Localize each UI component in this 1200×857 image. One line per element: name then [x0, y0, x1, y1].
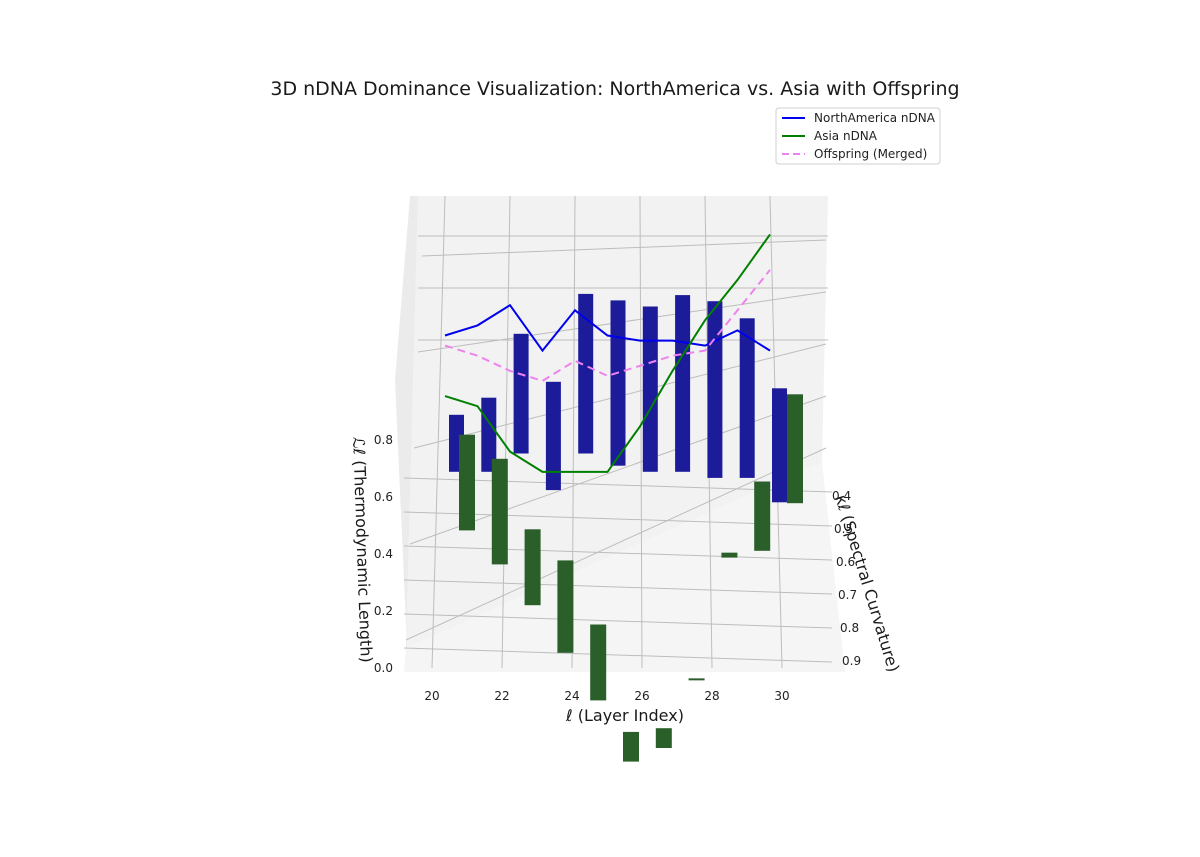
- y-tick-label: 0.9: [842, 654, 861, 668]
- z-axis-label: ℒℓ (Thermodynamic Length): [349, 437, 376, 663]
- y-tick-label: 0.5: [834, 522, 853, 536]
- left-pane: [395, 196, 418, 668]
- legend-label-northamerica: NorthAmerica nDNA: [814, 111, 936, 125]
- series-lines: [444, 233, 771, 473]
- grid-x-26: [639, 195, 643, 669]
- bar-northamerica: [707, 301, 723, 478]
- x-tick-label: 26: [634, 689, 649, 703]
- y-tick-label: 0.6: [836, 555, 855, 569]
- bar-northamerica: [739, 318, 755, 478]
- series-line-2: [444, 269, 771, 382]
- z-tick-label: 0.8: [374, 433, 393, 447]
- y-tick-label: 0.7: [838, 588, 857, 602]
- grid-kappa-2: [403, 545, 833, 561]
- x-tick-label: 24: [564, 689, 579, 703]
- chart-title: 3D nDNA Dominance Visualization: NorthAm…: [270, 78, 959, 100]
- grid-kappa-3: [403, 579, 833, 595]
- z-tick-label: 0.6: [374, 490, 393, 504]
- bar-asia: [557, 560, 574, 653]
- bar-asia: [524, 529, 541, 606]
- tick-labels: 20 22 24 26 28 30 0.4 0.5 0.6 0.7 0.8 0.9 0.0 0.2 0.4 0…: [374, 433, 861, 703]
- bar-asia: [491, 458, 508, 565]
- floor-pane: [404, 462, 845, 672]
- bar-asia: [655, 728, 672, 748]
- x-tick-label: 22: [494, 689, 509, 703]
- x-tick-label: 30: [774, 689, 789, 703]
- z-tick-label: 0.0: [374, 661, 393, 675]
- grid-z-0: [405, 447, 827, 641]
- bars-layer: [449, 293, 803, 762]
- series-line-0: [444, 303, 771, 353]
- bar-northamerica: [513, 333, 529, 454]
- grid-x-22: [501, 195, 511, 669]
- legend: NorthAmerica nDNA Asia nDNA Offspring (M…: [775, 107, 941, 165]
- bar-asia: [787, 394, 803, 504]
- bar-northamerica: [675, 295, 691, 472]
- bar-asia: [688, 678, 705, 681]
- bar-asia: [754, 481, 771, 551]
- y-tick-label: 0.8: [840, 621, 859, 635]
- z-tick-label: 0.4: [374, 547, 393, 561]
- x-tick-label: 28: [704, 689, 719, 703]
- grid-lines: [403, 195, 833, 669]
- legend-box: [775, 107, 941, 165]
- grid-z-1: [409, 395, 827, 545]
- grid-z-4: [421, 239, 827, 257]
- x-tick-label: 20: [424, 689, 439, 703]
- bar-asia: [590, 624, 607, 701]
- x-axis-label: ℓ (Layer Index): [565, 706, 684, 725]
- z-tick-label: 0.2: [374, 604, 393, 618]
- grid-kappa-4: [403, 613, 833, 629]
- legend-label-offspring: Offspring (Merged): [814, 147, 927, 161]
- bar-asia: [623, 731, 639, 762]
- bar-northamerica: [610, 300, 626, 466]
- bar-northamerica: [578, 293, 594, 454]
- legend-label-asia: Asia nDNA: [814, 129, 878, 143]
- grid-x-20: [431, 195, 446, 669]
- y-tick-label: 0.4: [832, 489, 851, 503]
- series-line-1: [444, 233, 771, 473]
- bar-asia: [721, 552, 738, 558]
- bar-northamerica: [642, 306, 658, 472]
- bar-northamerica: [545, 381, 561, 491]
- bar-northamerica: [772, 388, 787, 503]
- bar-asia: [459, 434, 475, 531]
- grid-kappa-5: [403, 647, 833, 663]
